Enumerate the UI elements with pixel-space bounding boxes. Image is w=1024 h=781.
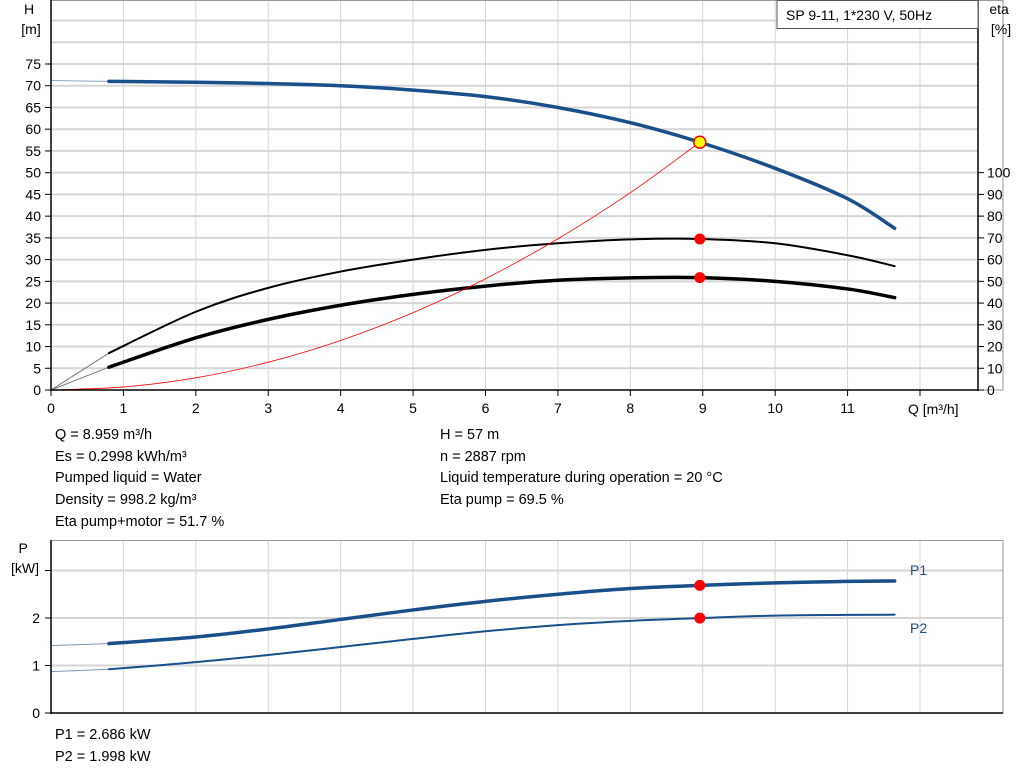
h-tick-label: 45 <box>25 186 41 202</box>
x-tick-label: 1 <box>120 400 128 416</box>
info-left: Q = 8.959 m³/h Es = 0.2998 kWh/m³ Pumped… <box>55 425 224 534</box>
eta-tick-label: 0 <box>987 382 995 398</box>
p-axis-label-symbol: P <box>19 540 28 556</box>
p-axis-label-unit: [kW] <box>11 560 39 576</box>
head-curve <box>107 79 897 231</box>
h-tick-label: 5 <box>33 360 41 376</box>
h-tick-label: 20 <box>25 295 41 311</box>
bottom-series <box>50 579 897 673</box>
p-tick-label: 0 <box>32 705 40 721</box>
head-extension <box>50 80 109 82</box>
power-info: P1 = 2.686 kW P2 = 1.998 kW <box>55 724 151 768</box>
p1-series-label: P1 <box>910 562 927 578</box>
eta-tick-label: 60 <box>987 252 1003 268</box>
eta-axis-label: eta [%] <box>989 1 1012 37</box>
h-tick-label: 35 <box>25 230 41 246</box>
p-tick-label: 2 <box>32 610 40 626</box>
h-tick-label: 30 <box>25 252 41 268</box>
eta-pump-motor-extension <box>50 366 110 391</box>
p1-extension <box>50 643 109 647</box>
h-tick-label: 10 <box>25 339 41 355</box>
x-tick-label: 3 <box>264 400 272 416</box>
title-box <box>776 0 979 29</box>
h-axis-label: H [m] <box>21 1 40 37</box>
p1-curve <box>107 579 897 646</box>
bottom-grid <box>50 540 1004 714</box>
info-density: Density = 998.2 kg/m³ <box>55 492 197 509</box>
info-eta-pump-motor: Eta pump+motor = 51.7 % <box>55 513 225 530</box>
info-p1: P1 = 2.686 kW <box>55 727 151 743</box>
info-eta-pump: Eta pump = 69.5 % <box>440 492 564 509</box>
p1-duty-point <box>694 579 706 591</box>
axes: 0 1 2 3 4 5 6 7 8 9 10 1105101520253035404550556065… <box>25 0 1011 721</box>
x-tick-label: 4 <box>337 400 345 416</box>
h-tick-label: 65 <box>25 99 41 115</box>
x-tick-label: 0 <box>47 400 55 416</box>
x-tick-label: 8 <box>626 400 634 416</box>
p2-series-label: P2 <box>910 620 927 636</box>
h-tick-label: 70 <box>25 78 41 94</box>
x-tick-label: 9 <box>699 400 707 416</box>
p-axis-label: P [kW] <box>11 540 39 576</box>
x-tick-label: 2 <box>192 400 200 416</box>
h-axis-label-symbol: H <box>24 1 34 17</box>
top-grid <box>50 0 1004 391</box>
eta-tick-label: 50 <box>987 273 1003 289</box>
info-pumped-liquid: Pumped liquid = Water <box>55 470 202 487</box>
x-tick-label: 11 <box>840 400 855 416</box>
top-series <box>50 79 897 391</box>
p2-extension <box>50 668 109 673</box>
h-tick-label: 60 <box>25 121 41 137</box>
eta-axis-label-unit: [%] <box>991 21 1011 37</box>
info-head: H = 57 m <box>440 427 500 443</box>
p2-curve <box>107 613 896 671</box>
system-curve-curve <box>50 141 701 391</box>
chart-title: SP 9-11, 1*230 V, 50Hz <box>786 7 932 23</box>
eta-tick-label: 100 <box>987 165 1011 181</box>
info-speed: n = 2887 rpm <box>440 448 526 465</box>
h-tick-label: 75 <box>25 56 41 72</box>
eta-tick-label: 40 <box>987 295 1003 311</box>
x-tick-label: 5 <box>409 400 417 416</box>
eta-tick-label: 70 <box>987 230 1003 246</box>
h-tick-label: 40 <box>25 208 41 224</box>
p-tick-label: 1 <box>32 658 40 674</box>
eta-pump-extension <box>50 352 110 391</box>
info-specific-energy: Es = 0.2998 kWh/m³ <box>55 448 187 465</box>
p2-duty-point <box>694 612 706 624</box>
x-tick-label: 6 <box>482 400 490 416</box>
eta-pump-motor-duty-point <box>694 272 706 284</box>
info-right: H = 57 m n = 2887 rpm Liquid temperature… <box>440 425 723 512</box>
h-tick-label: 15 <box>25 317 41 333</box>
eta-tick-label: 10 <box>987 360 1003 376</box>
info-liquid-temperature: Liquid temperature during operation = 20… <box>440 470 723 487</box>
eta-tick-label: 20 <box>987 339 1003 355</box>
head-duty-point <box>693 135 707 149</box>
x-tick-label: 10 <box>767 400 783 416</box>
q-axis-label: Q [m³/h] <box>908 401 959 417</box>
h-tick-label: 0 <box>33 382 41 398</box>
eta-tick-label: 90 <box>987 186 1003 202</box>
x-tick-label: 7 <box>554 400 562 416</box>
h-tick-label: 25 <box>25 273 41 289</box>
eta-tick-label: 30 <box>987 317 1003 333</box>
h-tick-label: 55 <box>25 143 41 159</box>
h-axis-label-unit: [m] <box>21 21 40 37</box>
eta-axis-label-symbol: eta <box>989 1 1009 17</box>
info-p2: P2 = 1.998 kW <box>55 749 151 765</box>
h-tick-label: 50 <box>25 165 41 181</box>
eta-pump-motor-curve <box>107 275 897 369</box>
eta-pump-curve <box>107 237 896 355</box>
eta-pump-duty-point <box>694 233 706 245</box>
eta-tick-label: 80 <box>987 208 1003 224</box>
info-flow: Q = 8.959 m³/h <box>55 427 153 443</box>
